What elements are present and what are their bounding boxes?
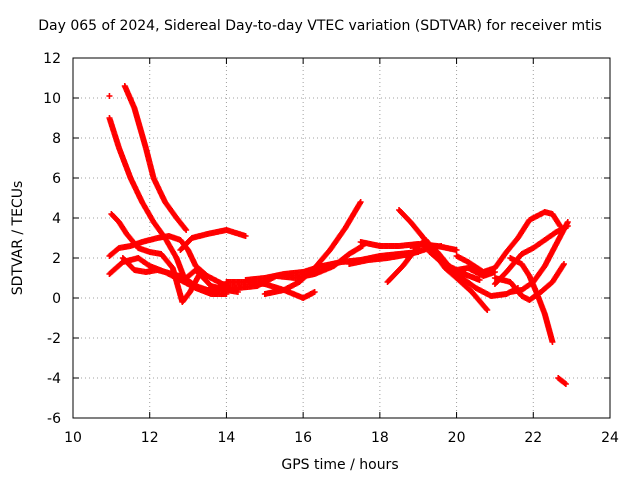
data-point	[549, 339, 556, 345]
y-tick-label: 10	[43, 91, 61, 107]
plot-border	[72, 57, 611, 419]
data-layer	[106, 83, 571, 387]
data-point	[242, 233, 249, 239]
x-axis-label: GPS time / hours	[281, 457, 399, 473]
data-point	[483, 305, 490, 312]
series-arc8	[177, 227, 249, 253]
x-tick-label: 14	[218, 430, 236, 446]
y-tick-label: 0	[52, 291, 61, 307]
chart-title: Day 065 of 2024, Sidereal Day-to-day VTE…	[38, 18, 602, 34]
data-point	[183, 227, 190, 233]
data-point	[453, 247, 460, 253]
data-point	[561, 380, 568, 387]
series-arc22	[491, 261, 567, 303]
series-arc11	[261, 199, 364, 297]
y-tick-label: 8	[52, 131, 61, 147]
y-tick-label: 4	[52, 211, 61, 227]
y-tick-label: -4	[47, 371, 61, 387]
series-arc24	[555, 375, 569, 387]
series-arc3	[121, 83, 190, 233]
x-tick-label: 20	[448, 430, 466, 446]
data-point	[560, 261, 567, 267]
y-tick-label: 6	[52, 171, 61, 187]
x-tick-label: 18	[371, 430, 389, 446]
x-tick-label: 16	[294, 430, 312, 446]
x-tick-label: 24	[601, 430, 619, 446]
data-point	[476, 277, 483, 283]
series-arc23	[507, 255, 556, 345]
data-point	[564, 219, 571, 225]
x-tick-label: 22	[524, 430, 542, 446]
x-tick-label: 12	[141, 430, 159, 446]
x-tick-label: 10	[64, 430, 82, 446]
y-axis-label: SDTVAR / TECUs	[10, 180, 26, 296]
y-tick-label: 12	[43, 51, 61, 67]
y-tick-label: -2	[47, 331, 61, 347]
data-point	[484, 307, 491, 313]
y-tick-label: -6	[47, 411, 61, 427]
series-arc1	[106, 93, 113, 99]
data-point	[357, 199, 364, 205]
data-point	[562, 381, 569, 387]
data-point	[182, 225, 189, 232]
series-arc21	[507, 219, 571, 295]
data-point	[106, 93, 113, 99]
series-arc19	[453, 209, 564, 275]
y-tick-label: 2	[52, 251, 61, 267]
series-arc18	[426, 249, 521, 299]
data-point	[311, 289, 318, 295]
